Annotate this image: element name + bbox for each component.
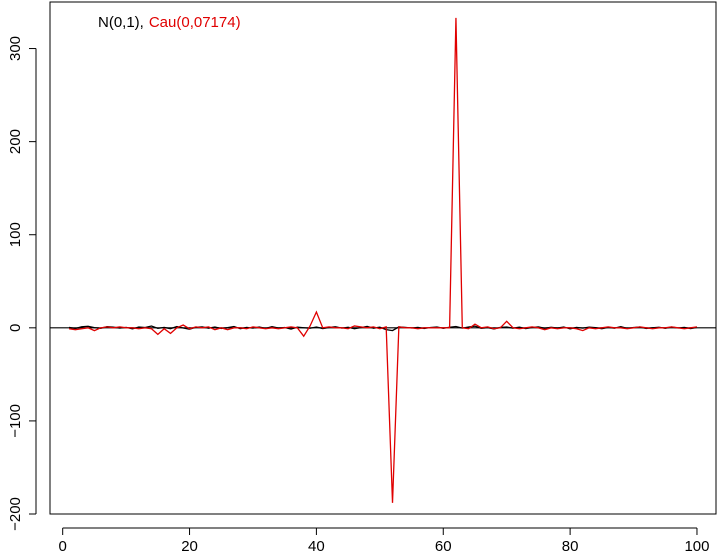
y-tick-label: 100 [7,222,24,247]
y-tick-label: 200 [7,129,24,154]
series-line-cauchy [68,17,698,503]
x-tick-label: 0 [59,538,67,553]
x-tick-label: 80 [562,538,579,553]
x-tick-label: 40 [308,538,325,553]
x-tick-label: 100 [684,538,709,553]
y-tick-label: −100 [7,404,24,438]
y-tick-label: −200 [7,497,24,531]
plot-frame [49,1,717,515]
legend-label-cauchy: Cau(0,07174) [149,14,241,31]
x-tick-label: 60 [435,538,452,553]
x-axis: 0 20 40 60 80 100 [59,527,709,553]
y-tick-label: 300 [7,36,24,61]
x-tick-label: 20 [181,538,198,553]
y-axis: −200 −100 0 100 200 300 [7,36,37,531]
plot-area [50,17,716,503]
legend-label-normal: N(0,1), [98,14,144,31]
y-tick-label: 0 [7,324,24,332]
